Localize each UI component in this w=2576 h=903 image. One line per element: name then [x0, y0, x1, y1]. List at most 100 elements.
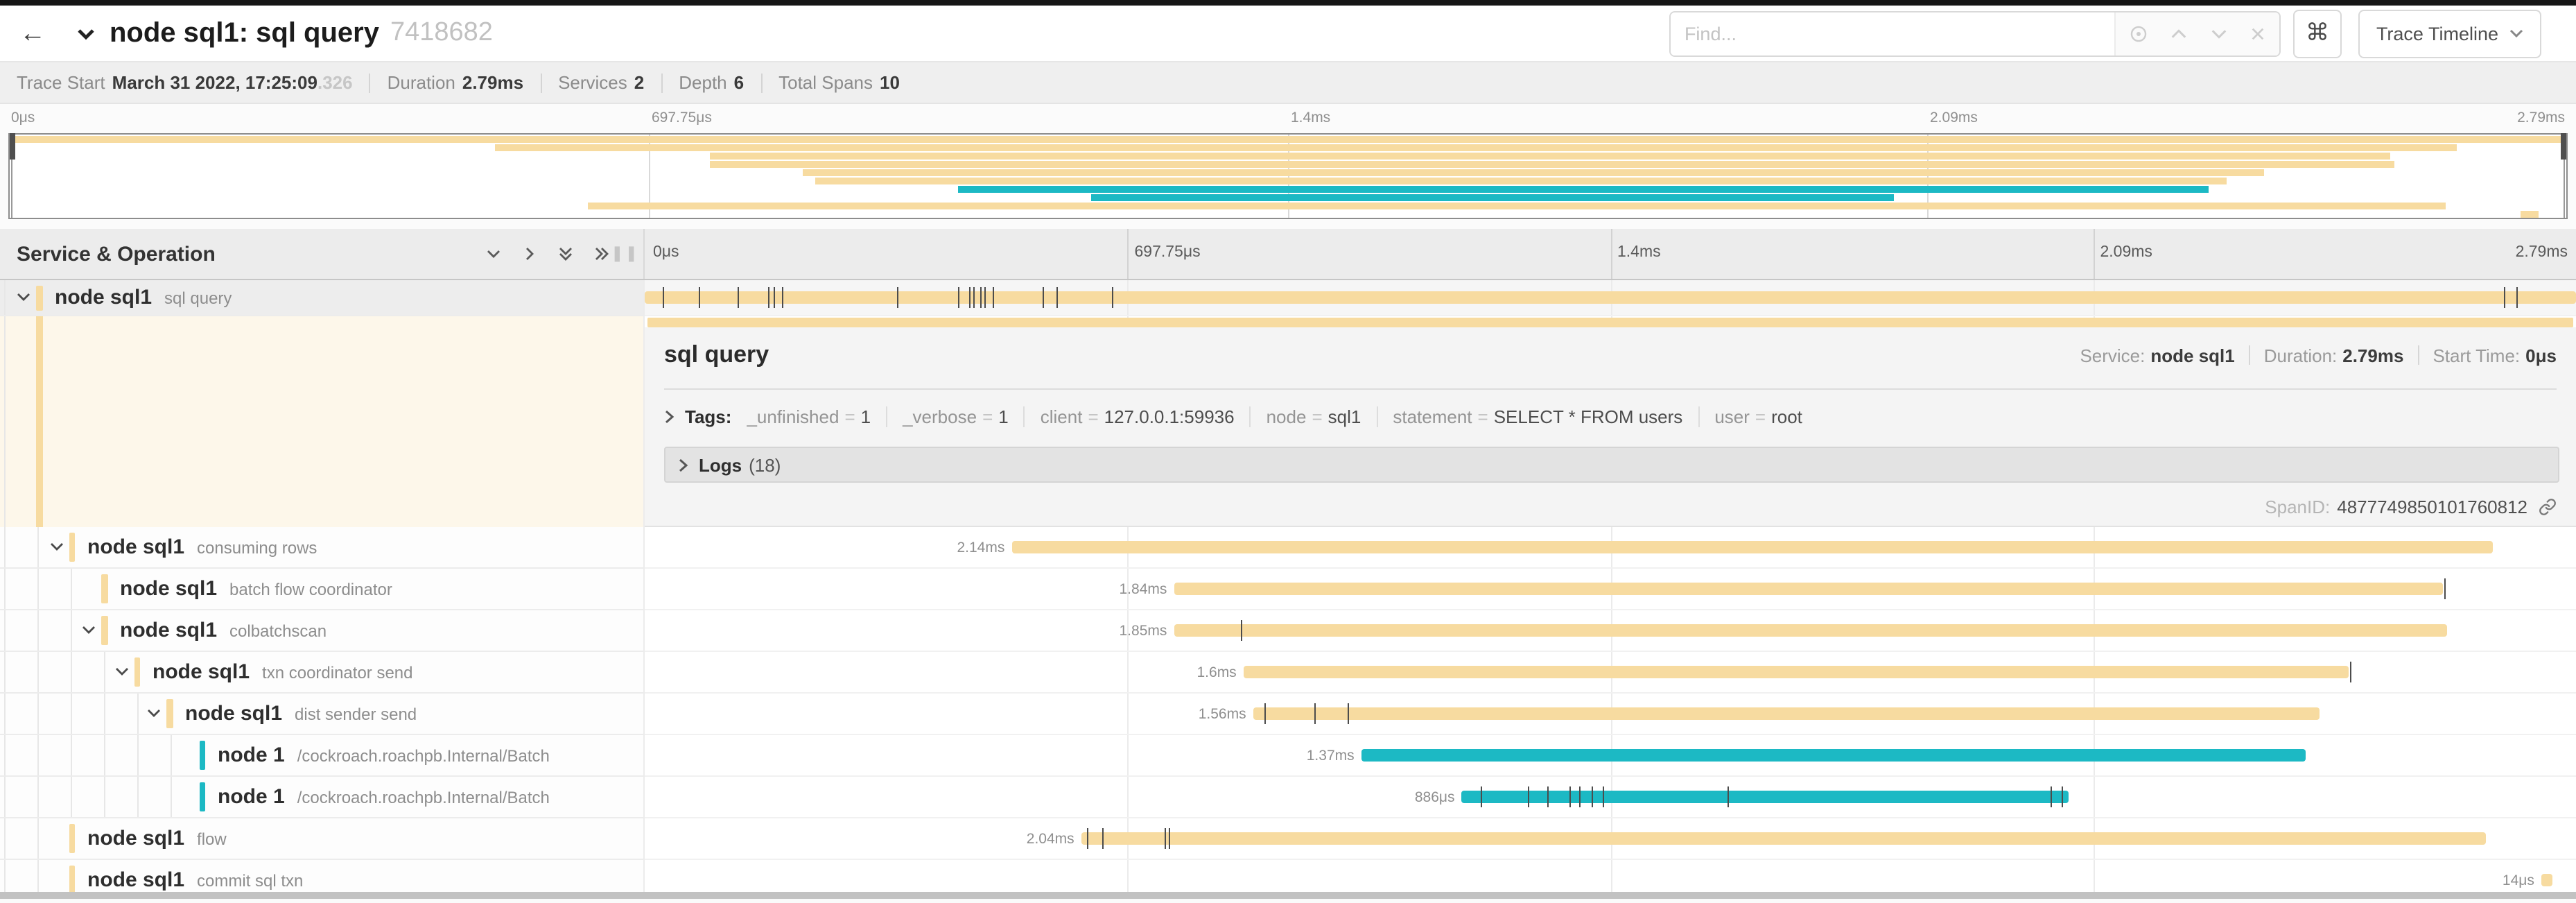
span-row-name-cell[interactable]: node sql1 txn coordinator send — [0, 652, 645, 694]
expand-chevron-icon[interactable] — [114, 667, 134, 677]
spanid-label: SpanID: — [2265, 496, 2331, 517]
span-bar[interactable] — [1174, 624, 2447, 637]
span-row-name-cell[interactable]: node sql1 sql query — [0, 280, 645, 316]
collapse-all-icon[interactable] — [557, 246, 574, 262]
clear-find-icon[interactable] — [2250, 26, 2265, 41]
span-log-tick — [2504, 287, 2506, 308]
span-detail-panel: sql query Service: node sql1 Duration: 2… — [645, 316, 2576, 527]
keyboard-shortcuts-button[interactable]: ⌘ — [2292, 9, 2342, 58]
selected-span-bar[interactable] — [647, 317, 2573, 327]
span-log-tick — [1547, 786, 1549, 807]
span-row-name-cell[interactable]: node sql1 flow — [0, 818, 645, 860]
span-row-name-cell[interactable]: node 1/cockroach.roachpb.Internal/Batch — [0, 735, 645, 777]
span-detail-left-column — [0, 316, 645, 527]
span-log-tick — [774, 287, 776, 308]
span-bar[interactable] — [1081, 832, 2486, 845]
span-bar[interactable] — [1361, 749, 2306, 762]
left-scrubber-handle[interactable] — [10, 133, 15, 160]
collapse-trace-header-icon[interactable] — [76, 27, 96, 40]
trace-start-label: Trace Start — [17, 72, 105, 93]
span-row-timeline-cell: 1.56ms — [645, 694, 2576, 735]
horizontal-scrollbar[interactable] — [0, 892, 2576, 899]
span-row-name-content: node 1/cockroach.roachpb.Internal/Batch — [180, 777, 550, 817]
span-bar[interactable] — [2541, 874, 2553, 886]
focus-match-icon[interactable] — [2130, 24, 2148, 42]
span-log-tick — [1481, 786, 1483, 807]
find-input[interactable] — [1670, 12, 2114, 55]
tags-label: Tags: — [685, 406, 732, 427]
tag-separator — [1376, 406, 1378, 427]
tree-guide — [4, 280, 6, 315]
tree-guide — [37, 735, 39, 775]
tree-guide — [37, 694, 39, 734]
service-name: node 1 — [218, 785, 285, 809]
tag-key: client — [1040, 406, 1083, 427]
logs-accordion[interactable]: Logs (18) — [664, 447, 2559, 483]
span-row-name-cell[interactable]: node sql1 batch flow coordinator — [0, 569, 645, 610]
expand-chevron-icon[interactable] — [49, 542, 69, 552]
span-row-name-content: node sql1 consuming rows — [49, 527, 317, 567]
span-row-name-content: node sql1 sql query — [17, 280, 232, 315]
deep-link-icon[interactable] — [2539, 497, 2557, 515]
tree-guide — [104, 735, 105, 775]
span-bar[interactable] — [1461, 791, 2069, 803]
span-duration-label: 1.84ms — [1119, 580, 1167, 597]
minimap-span-bar — [710, 152, 2390, 159]
expand-all-icon[interactable] — [593, 246, 610, 262]
span-row-timeline-cell: 886μs — [645, 777, 2576, 818]
tag-value: 1 — [998, 406, 1009, 427]
span-log-tick — [699, 287, 700, 308]
span-row-name-cell[interactable]: node 1/cockroach.roachpb.Internal/Batch — [0, 777, 645, 818]
span-row-name-cell[interactable]: node sql1 dist sender send — [0, 694, 645, 735]
span-log-tick — [957, 287, 959, 308]
tag-separator — [886, 406, 888, 427]
span-bar[interactable] — [1243, 666, 2349, 678]
operation-name: commit sql txn — [197, 870, 304, 890]
view-selector-button[interactable]: Trace Timeline — [2358, 9, 2541, 58]
expand-chevron-icon[interactable] — [82, 626, 101, 635]
span-row: node sql1 sql query — [0, 280, 2576, 316]
collapse-one-icon[interactable] — [485, 246, 502, 262]
minimap-span-bar — [802, 169, 2265, 175]
tree-guide — [4, 777, 6, 817]
tree-guide — [4, 735, 6, 775]
tag-value: root — [1771, 406, 1802, 427]
minimap-span-bar — [10, 135, 2566, 142]
span-log-tick — [1168, 828, 1169, 849]
span-bar[interactable] — [1011, 541, 2494, 553]
tree-guide — [37, 527, 39, 567]
operation-name: batch flow coordinator — [229, 579, 392, 599]
back-icon[interactable]: ← — [19, 19, 46, 48]
page-title: node sql1: sql query — [110, 17, 379, 48]
minimap-gridline — [649, 135, 650, 218]
span-log-tick — [969, 287, 971, 308]
span-color-stripe — [101, 616, 107, 645]
span-bar[interactable] — [1253, 707, 2320, 720]
tags-accordion[interactable]: Tags: _unfinished = 1 _verbose = 1 client = 127.… — [664, 397, 2557, 436]
span-row-name-cell[interactable]: node sql1 consuming rows — [0, 527, 645, 569]
minimap-canvas[interactable] — [8, 133, 2568, 219]
tree-guide — [137, 735, 139, 775]
right-scrubber-handle[interactable] — [2561, 133, 2566, 160]
service-name: node sql1 — [87, 827, 185, 850]
span-duration-label: 1.6ms — [1196, 664, 1237, 680]
minimap-span-bar — [1091, 194, 1895, 200]
tag-item: client = 127.0.0.1:59936 — [1041, 406, 1235, 427]
span-row-name-cell[interactable]: node sql1 colbatchscan — [0, 610, 645, 652]
expand-chevron-icon[interactable] — [147, 709, 166, 719]
span-log-tick — [1056, 287, 1058, 308]
operation-name: colbatchscan — [229, 621, 327, 640]
expand-chevron-icon[interactable] — [17, 293, 36, 302]
service-name: node 1 — [218, 743, 285, 767]
span-bar[interactable] — [1174, 583, 2443, 595]
next-match-icon[interactable] — [2210, 27, 2228, 40]
span-row-timeline-cell: 2.04ms — [645, 818, 2576, 860]
tree-guide — [71, 694, 72, 734]
prev-match-icon[interactable] — [2170, 27, 2188, 40]
logs-label: Logs — [699, 454, 742, 475]
expand-one-icon[interactable] — [521, 246, 538, 262]
service-name: node sql1 — [120, 577, 218, 601]
column-resizer-grip[interactable]: ❚❚ — [611, 246, 639, 262]
timeline-gridline — [1127, 652, 1129, 692]
span-bar[interactable] — [645, 291, 2576, 304]
